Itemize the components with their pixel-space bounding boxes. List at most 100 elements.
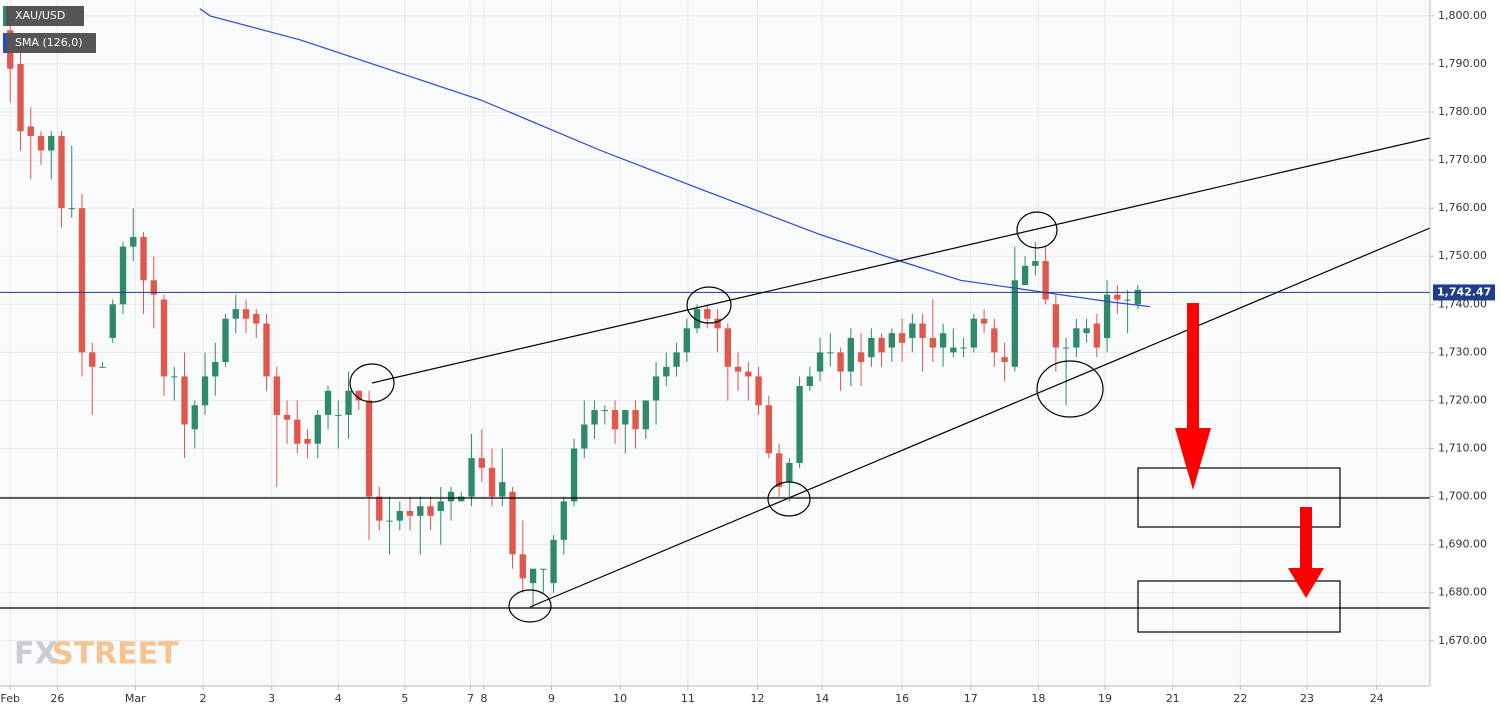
y-tick-label: 1,800.00 [1438,9,1487,22]
candle-body [150,280,157,295]
legend-box [3,6,84,26]
candle-body [345,390,352,415]
candle-body [1093,323,1101,348]
candle-body [99,366,106,368]
candle-body [868,337,875,358]
candle-body [642,400,649,430]
candle-body [796,386,803,463]
candle-body [929,337,937,348]
circle [508,589,552,623]
candle-body [376,496,383,521]
candle-body [950,347,957,353]
x-tick-label: Mar [125,692,146,705]
x-tick-label: 26 [50,692,64,705]
candle-body [714,318,721,329]
candle-body [119,246,127,305]
x-tick-label: 23 [1300,692,1314,705]
candle-body [232,309,239,319]
candle-body [242,309,250,319]
candle-body [560,501,567,540]
candle-body [253,313,260,324]
target-box [1137,580,1341,633]
arrow [1288,507,1324,598]
candle-body [201,376,209,406]
candle-body [1021,265,1029,286]
candle-body [663,366,670,377]
candle-body [17,63,24,132]
x-tick-label: 14 [815,692,829,705]
candle-body [960,347,967,349]
y-tick-label: 1,670.00 [1438,634,1487,647]
candle-body [427,506,434,516]
candle-body [58,136,65,209]
candle-body [191,405,198,430]
candle-body [765,405,772,454]
y-tick-label: 1,680.00 [1438,586,1487,599]
candle-body [601,410,608,412]
y-tick-label: 1,720.00 [1438,393,1487,406]
candle-body [37,136,45,151]
candle-body [130,236,137,247]
candle-body [365,400,373,497]
y-tick-label: 1,780.00 [1438,105,1487,118]
x-tick-label: 7 [467,692,474,705]
candle-body [273,376,280,415]
candle-body [386,520,393,522]
candle-body [396,511,403,521]
trend-line [371,137,1430,384]
circle [767,481,811,517]
x-tick-label: 21 [1166,692,1180,705]
candle-body [1124,299,1131,301]
x-tick-label: 5 [401,692,408,705]
candle-body [970,318,978,348]
legend-label: SMA (126,0) [15,36,83,49]
candle-body [611,410,619,430]
candle-body [1062,347,1070,349]
candle-body [919,323,926,338]
y-tick-label: 1,700.00 [1438,490,1487,503]
candle-body [734,366,742,372]
x-tick-label: 9 [548,692,555,705]
candle-body [652,376,660,401]
candle-body [786,462,793,483]
candle-body [1083,328,1090,334]
candle-body [519,554,526,579]
candle-body [622,410,629,425]
candle-body [1042,261,1049,300]
candle-body [109,304,116,338]
x-tick-label: 24 [1370,692,1384,705]
candle-body [837,352,844,372]
candle-body [447,491,455,502]
y-tick-label: 1,790.00 [1438,57,1487,70]
candle-body [1134,289,1142,305]
y-tick-label: 1,770.00 [1438,153,1487,166]
marks [0,8,1430,608]
candle-body [324,390,332,415]
circle [1016,211,1058,249]
candle-body [437,501,444,512]
sma-line [199,8,1151,308]
candle-body [632,410,639,430]
x-tick-label: 4 [335,692,342,705]
x-tick-label: 19 [1098,692,1112,705]
grid [0,0,1430,686]
candle-body [991,328,998,353]
candle-body [704,309,711,319]
candle-body [1011,280,1019,367]
candle-body [591,410,598,425]
candle-body [335,414,342,416]
candle-body [160,299,168,377]
candle-body [745,371,752,377]
candle-body [806,376,813,387]
candle-body [898,333,906,343]
candle-body [1103,294,1111,338]
y-tick-label: 1,750.00 [1438,249,1487,262]
x-tick-label: 18 [1031,692,1045,705]
candle-body [283,414,291,420]
candle-body [458,496,465,502]
candle-body [48,136,55,151]
candle-body [724,328,731,367]
candle-body [980,318,988,324]
x-tick-label: 17 [964,692,978,705]
x-tick-label: 3 [268,692,275,705]
